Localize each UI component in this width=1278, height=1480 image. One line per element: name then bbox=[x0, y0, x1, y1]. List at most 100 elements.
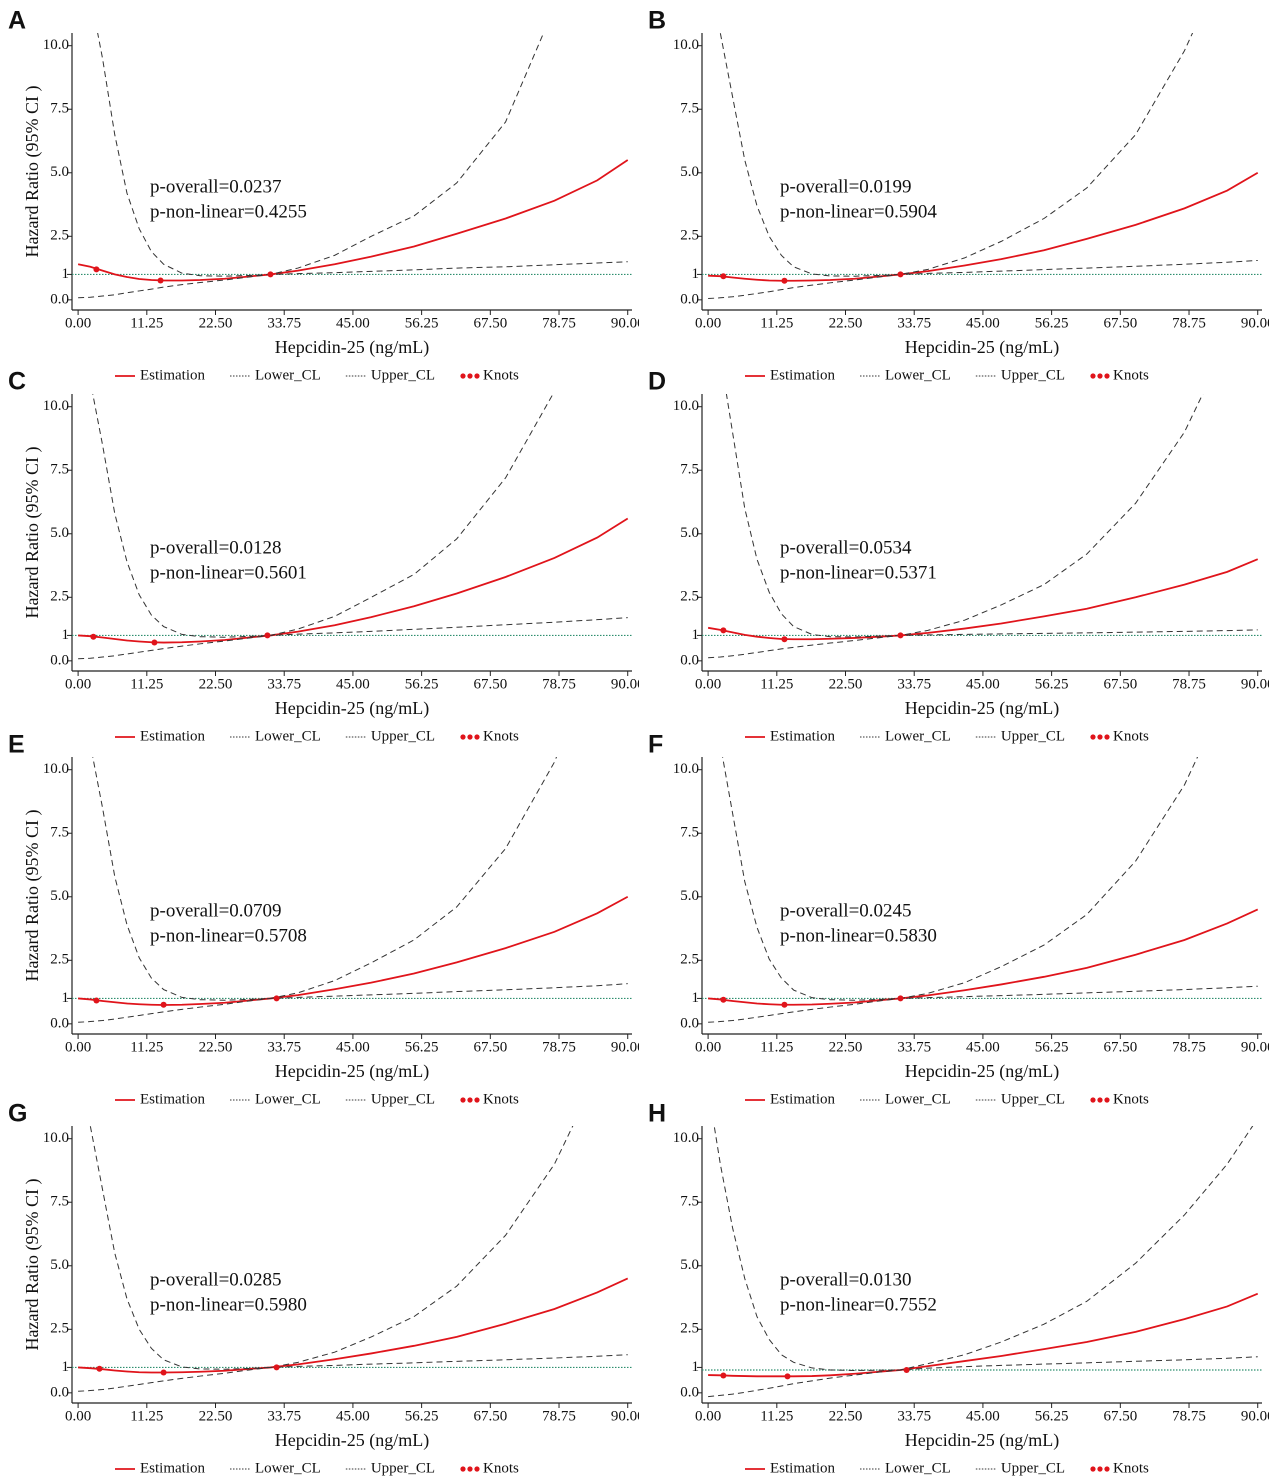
x-axis-title: Hepcidin-25 (ng/mL) bbox=[275, 698, 429, 719]
annotation: p-non-linear=0.5371 bbox=[780, 562, 937, 583]
x-tick-label: 78.75 bbox=[1172, 315, 1206, 331]
y-tick-label: 0.0 bbox=[680, 1015, 699, 1031]
x-tick-label: 22.50 bbox=[199, 1408, 233, 1424]
y-tick-label: 1 bbox=[692, 266, 700, 282]
x-tick-label: 22.50 bbox=[829, 1408, 863, 1424]
x-tick-label: 11.25 bbox=[760, 1039, 793, 1055]
y-tick-label: 7.5 bbox=[50, 101, 69, 117]
y-tick-label: 10.0 bbox=[43, 398, 69, 414]
x-tick-label: 22.50 bbox=[199, 1039, 233, 1055]
x-tick-label: 56.25 bbox=[1035, 315, 1069, 331]
x-tick-label: 45.00 bbox=[966, 1039, 1000, 1055]
legend-label: Knots bbox=[483, 1091, 519, 1107]
annotation: p-non-linear=0.5904 bbox=[780, 201, 937, 222]
x-tick-label: 67.50 bbox=[473, 315, 507, 331]
x-tick-label: 22.50 bbox=[199, 315, 233, 331]
legend-swatch bbox=[460, 734, 466, 740]
legend-swatch bbox=[1090, 1097, 1096, 1103]
chart-panel: C 0.0 1 2.5 5.0 7.5 10.0 0.00 11.25 22.50 33.75 45.… bbox=[8, 368, 639, 745]
x-tick-label: 11.25 bbox=[130, 676, 163, 692]
y-tick-label: 1 bbox=[692, 990, 700, 1006]
x-tick-label: 56.25 bbox=[405, 315, 439, 331]
legend-swatch bbox=[460, 1097, 466, 1103]
plot-area bbox=[78, 1126, 629, 1392]
legend-swatch bbox=[474, 1466, 480, 1472]
y-axis-title: Hazard Ratio (95% CI ) bbox=[22, 810, 43, 982]
y-tick-label: 7.5 bbox=[50, 1194, 69, 1210]
annotation: p-overall=0.0245 bbox=[780, 900, 912, 921]
legend-label: Estimation bbox=[770, 367, 835, 383]
x-tick-label: 78.75 bbox=[542, 315, 576, 331]
y-tick-label: 0.0 bbox=[680, 652, 699, 668]
legend-swatch bbox=[460, 373, 466, 379]
x-tick-label: 78.75 bbox=[542, 1039, 576, 1055]
legend-label: Knots bbox=[483, 728, 519, 744]
x-tick-label: 33.75 bbox=[897, 676, 931, 692]
panel-label: H bbox=[648, 1100, 666, 1128]
y-tick-label: 1 bbox=[62, 990, 70, 1006]
estimate-line bbox=[708, 171, 1259, 282]
legend-swatch bbox=[1104, 1097, 1110, 1103]
annotation: p-overall=0.0285 bbox=[150, 1269, 282, 1290]
x-tick-label: 0.00 bbox=[65, 315, 91, 331]
ci-line bbox=[78, 1354, 628, 1392]
annotation: p-non-linear=0.7552 bbox=[780, 1294, 937, 1315]
knot bbox=[781, 636, 788, 643]
estimate-line bbox=[78, 895, 629, 1006]
x-tick-label: 0.00 bbox=[695, 315, 721, 331]
x-axis-title: Hepcidin-25 (ng/mL) bbox=[275, 1430, 429, 1451]
chart-panel: A 0.0 1 2.5 5.0 7.5 10.0 0.00 11.25 22.50 33.75 45.… bbox=[8, 7, 639, 384]
x-tick-label: 33.75 bbox=[267, 1039, 301, 1055]
estimate-line bbox=[708, 1292, 1259, 1378]
y-tick-label: 2.5 bbox=[50, 952, 69, 968]
legend-swatch bbox=[1104, 1466, 1110, 1472]
x-tick-label: 11.25 bbox=[760, 676, 793, 692]
x-axis-title: Hepcidin-25 (ng/mL) bbox=[275, 337, 429, 358]
plot-area bbox=[78, 394, 629, 660]
x-tick-label: 33.75 bbox=[267, 1408, 301, 1424]
knot bbox=[720, 627, 727, 634]
knot bbox=[781, 1001, 788, 1008]
legend-swatch bbox=[1097, 734, 1103, 740]
chart-panel: G 0.0 1 2.5 5.0 7.5 10.0 0.00 11.25 22.50 33.75 45.… bbox=[8, 1100, 639, 1477]
y-tick-label: 5.0 bbox=[50, 888, 69, 904]
x-tick-label: 0.00 bbox=[695, 676, 721, 692]
y-tick-label: 0.0 bbox=[680, 291, 699, 307]
legend-label: Knots bbox=[1113, 1460, 1149, 1476]
chart-panel: H 0.0 1 2.5 5.0 7.5 10.0 0.00 11.25 22.50 33.75 45.… bbox=[648, 1100, 1269, 1477]
plot-area bbox=[78, 757, 629, 1023]
y-tick-label: 0.0 bbox=[50, 1384, 69, 1400]
knot bbox=[720, 996, 727, 1003]
y-tick-label: 10.0 bbox=[673, 37, 699, 53]
x-tick-label: 22.50 bbox=[199, 676, 233, 692]
y-axis-title: Hazard Ratio (95% CI ) bbox=[22, 447, 43, 619]
ci-line bbox=[89, 1126, 574, 1370]
chart-panel: B 0.0 1 2.5 5.0 7.5 10.0 0.00 11.25 22.50 33.75 45.… bbox=[648, 7, 1269, 384]
ci-line bbox=[708, 259, 1258, 300]
legend-label: Upper_CL bbox=[1001, 1091, 1065, 1107]
legend-swatch bbox=[1090, 1466, 1096, 1472]
y-tick-label: 10.0 bbox=[673, 1130, 699, 1146]
annotation: p-overall=0.0128 bbox=[150, 537, 282, 558]
x-tick-label: 90.00 bbox=[611, 1408, 639, 1424]
x-tick-label: 90.00 bbox=[1241, 1408, 1269, 1424]
chart-panel: D 0.0 1 2.5 5.0 7.5 10.0 0.00 11.25 22.50 33.75 45.… bbox=[648, 368, 1269, 745]
x-tick-label: 67.50 bbox=[1103, 1408, 1137, 1424]
legend-label: Lower_CL bbox=[885, 367, 951, 383]
x-tick-label: 90.00 bbox=[1241, 1039, 1269, 1055]
ci-line bbox=[97, 33, 545, 277]
x-tick-label: 67.50 bbox=[473, 1039, 507, 1055]
knot bbox=[784, 1373, 791, 1380]
y-tick-label: 5.0 bbox=[50, 525, 69, 541]
legend-label: Estimation bbox=[770, 1091, 835, 1107]
panel-label: G bbox=[8, 1100, 27, 1128]
knot bbox=[93, 266, 100, 273]
legend-label: Upper_CL bbox=[371, 367, 435, 383]
knot bbox=[720, 273, 727, 280]
x-tick-label: 56.25 bbox=[405, 1039, 439, 1055]
x-tick-label: 78.75 bbox=[1172, 1408, 1206, 1424]
annotation: p-overall=0.0130 bbox=[780, 1269, 912, 1290]
x-tick-label: 90.00 bbox=[611, 315, 639, 331]
x-axis-title: Hepcidin-25 (ng/mL) bbox=[905, 1061, 1059, 1082]
legend-swatch bbox=[1097, 1097, 1103, 1103]
